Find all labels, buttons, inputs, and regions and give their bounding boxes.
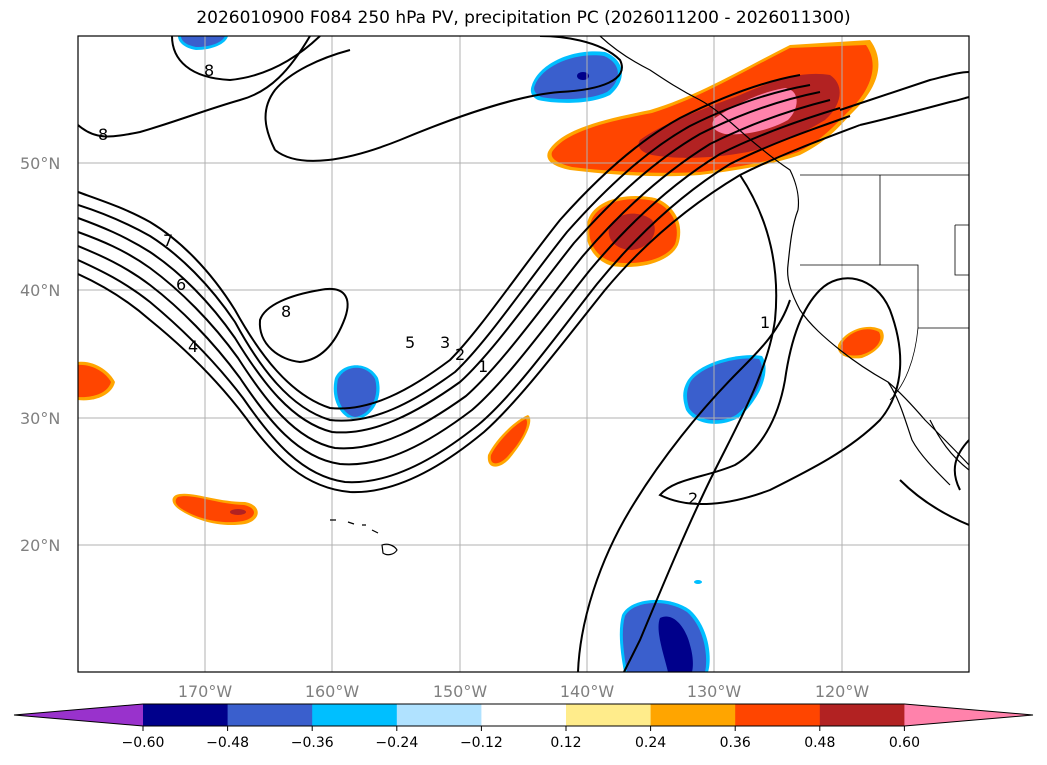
lat-label-40: 40°N <box>20 281 60 300</box>
precip-negative-east-inner <box>686 358 763 421</box>
colorbar: −0.60 −0.48 −0.36 −0.24 −0.12 0.12 0.24 0.36 0.4… <box>13 703 1034 751</box>
pv-contour-1 <box>78 124 861 494</box>
colorbar-extension-left <box>14 704 143 726</box>
colorbar-tick-label: 0.12 <box>550 735 581 751</box>
colorbar-tick-label: −0.36 <box>291 735 334 751</box>
precip-negative-top-left-inner <box>181 36 225 47</box>
pv-contour-ne <box>839 71 969 111</box>
pv-contour-upper-right <box>859 96 969 126</box>
colorbar-tick-label: 0.24 <box>635 735 666 751</box>
pv-contour-sw <box>899 439 969 526</box>
contour-label-2-east: 2 <box>688 489 698 508</box>
contour-label-6: 6 <box>176 275 186 294</box>
colorbar-segment <box>227 704 313 726</box>
precip-positive-west-hawaii-inner <box>175 496 255 523</box>
contour-label-8-left: 8 <box>98 125 108 144</box>
precip-strong-west-hawaii <box>230 509 246 515</box>
colorbar-segment <box>143 704 229 726</box>
pv-contour-8-left <box>78 36 311 138</box>
lon-label-120w: 120°W <box>815 682 870 701</box>
latitude-labels: 50°N 40°N 30°N 20°N <box>20 154 60 555</box>
precip-strong-blob-oregon <box>608 213 655 250</box>
colorbar-segment <box>735 704 821 726</box>
precip-positive-streak-inner <box>490 419 528 464</box>
colorbar-tick-label: 0.48 <box>804 735 835 751</box>
lat-label-30: 30°N <box>20 409 60 428</box>
contour-label-8-loop: 8 <box>281 302 291 321</box>
contour-label-3: 3 <box>440 333 450 352</box>
pv-contour-1-east <box>623 174 778 672</box>
contour-label-4: 4 <box>188 337 198 356</box>
lon-label-130w: 130°W <box>687 682 742 701</box>
contour-label-5: 5 <box>405 333 415 352</box>
contour-label-7: 7 <box>163 231 173 250</box>
lon-label-150w: 150°W <box>433 682 488 701</box>
lon-label-170w: 170°W <box>178 682 233 701</box>
pv-contour-3 <box>78 107 841 466</box>
pv-contour-8-loop <box>258 287 349 364</box>
contour-label-8-top: 8 <box>204 61 214 80</box>
pv-contour-2-east <box>658 277 902 505</box>
map-frame <box>77 35 970 673</box>
coast-alaska <box>599 36 800 211</box>
coast-baja <box>887 381 951 486</box>
precip-negative-speck <box>694 580 702 584</box>
pv-contour-8-mid <box>264 36 623 162</box>
lat-label-20: 20°N <box>20 536 60 555</box>
hawaii-islands <box>330 519 398 556</box>
lat-label-50: 50°N <box>20 154 60 173</box>
map-layers: 8 8 8 7 6 4 5 3 2 1 1 2 <box>78 36 969 672</box>
precip-positive-blob-california-inner <box>840 329 881 356</box>
pv-contour-2 <box>78 115 851 484</box>
colorbar-tick-label: −0.12 <box>460 735 503 751</box>
precip-strong-negative-gulf <box>577 72 589 80</box>
pv-contour-5 <box>78 91 821 434</box>
pv-contours <box>78 36 969 672</box>
lon-label-140w: 140°W <box>560 682 615 701</box>
colorbar-extension-right <box>904 704 1033 726</box>
pv-contour-4 <box>78 99 831 450</box>
precip-strong-negative-south <box>658 616 693 672</box>
lon-label-160w: 160°W <box>305 682 360 701</box>
coastlines <box>330 36 969 556</box>
colorbar-segment <box>481 704 567 726</box>
precip-shading <box>78 36 884 672</box>
colorbar-tick-label: −0.60 <box>122 735 165 751</box>
contour-labels: 8 8 8 7 6 4 5 3 2 1 1 2 <box>98 61 770 508</box>
colorbar-segment <box>396 704 482 726</box>
precip-negative-gulf-alaska-inner <box>534 55 618 100</box>
colorbar-segment <box>312 704 398 726</box>
colorbar-tick-label: 0.36 <box>720 735 751 751</box>
contour-label-1-east: 1 <box>760 313 770 332</box>
colorbar-tick-label: −0.24 <box>375 735 418 751</box>
precip-positive-left-edge-inner <box>78 364 111 398</box>
longitude-labels: 170°W 160°W 150°W 140°W 130°W 120°W <box>178 682 870 701</box>
contour-label-1: 1 <box>478 357 488 376</box>
colorbar-segment <box>650 704 736 726</box>
colorbar-segment <box>566 704 652 726</box>
pv-contour-1-far <box>577 299 791 672</box>
pv-contour-6 <box>78 84 811 422</box>
colorbar-tick-label: 0.60 <box>889 735 920 751</box>
colorbar-segment <box>819 704 905 726</box>
colorbar-tick-label: −0.48 <box>206 735 249 751</box>
coast-mexico <box>929 419 969 471</box>
contour-label-2: 2 <box>455 345 465 364</box>
coast-west-us <box>787 209 969 466</box>
pv-contour-7 <box>78 74 801 410</box>
map-title: 2026010900 F084 250 hPa PV, precipitatio… <box>196 8 851 28</box>
